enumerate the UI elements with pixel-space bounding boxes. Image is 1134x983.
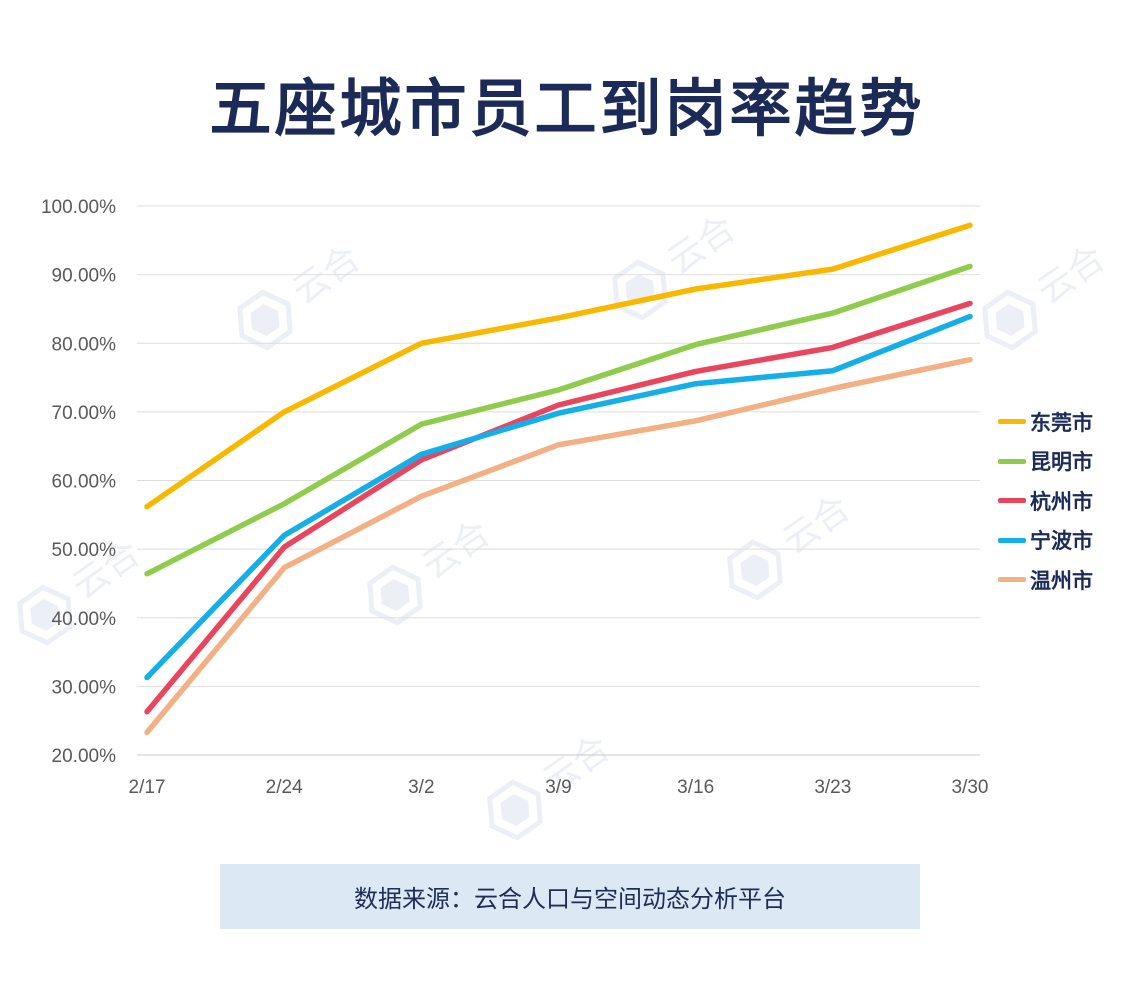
legend-label: 杭州市	[1030, 489, 1093, 514]
y-tick-label: 70.00%	[52, 403, 117, 424]
x-axis: 2/17 2/24 3/2 3/9 3/16 3/23 3/30	[129, 777, 989, 798]
legend-item: 杭州市	[998, 481, 1093, 521]
y-tick-label: 40.00%	[52, 609, 117, 630]
legend-swatch	[998, 498, 1026, 504]
watermark-text: 云合	[415, 513, 498, 588]
watermark: 云合	[367, 513, 498, 626]
legend-item: 东莞市	[998, 402, 1093, 442]
legend-label: 昆明市	[1030, 450, 1093, 475]
watermark: 云合	[727, 488, 858, 601]
x-tick-label: 2/17	[129, 777, 166, 798]
watermark: 云合	[982, 238, 1113, 351]
series-lines	[144, 222, 973, 736]
legend-swatch	[998, 458, 1026, 464]
x-tick-label: 3/2	[408, 777, 434, 798]
legend-label: 宁波市	[1030, 529, 1093, 554]
x-tick-label: 2/24	[266, 777, 303, 798]
legend-swatch	[998, 419, 1026, 425]
data-source-note: 数据来源：云合人口与空间动态分析平台	[220, 864, 920, 929]
series-line	[144, 356, 973, 736]
x-tick-label: 3/9	[545, 777, 571, 798]
watermark: 云合	[237, 238, 368, 351]
legend-item: 宁波市	[998, 521, 1093, 561]
legend-label: 温州市	[1030, 568, 1093, 593]
series-line	[144, 222, 973, 510]
legend-label: 东莞市	[1030, 410, 1093, 435]
y-tick-label: 30.00%	[52, 677, 117, 698]
y-tick-label: 20.00%	[52, 746, 117, 767]
y-tick-label: 80.00%	[52, 334, 117, 355]
grid-lines	[137, 205, 980, 756]
legend-item: 温州市	[998, 560, 1093, 600]
series-line	[144, 300, 973, 715]
watermark-text: 云合	[1030, 238, 1113, 313]
watermark-text: 云合	[285, 238, 368, 313]
watermark: 云合	[612, 208, 743, 321]
legend: 东莞市昆明市杭州市宁波市温州市	[998, 402, 1093, 600]
y-tick-label: 90.00%	[52, 266, 117, 287]
x-tick-label: 3/16	[677, 777, 714, 798]
series-line	[144, 313, 973, 681]
y-tick-label: 100.00%	[41, 197, 116, 218]
legend-swatch	[998, 577, 1026, 583]
x-tick-label: 3/23	[814, 777, 851, 798]
watermark-text: 云合	[660, 208, 743, 283]
series-line	[144, 263, 973, 577]
watermark-text: 云合	[775, 488, 858, 563]
y-tick-label: 60.00%	[52, 472, 117, 493]
x-tick-label: 3/30	[952, 777, 989, 798]
y-axis: 20.00% 30.00% 40.00% 50.00% 60.00% 70.00% 80.0…	[41, 197, 116, 767]
legend-swatch	[998, 537, 1026, 543]
chart-title: 五座城市员工到岗率趋势	[209, 72, 925, 145]
legend-item: 昆明市	[998, 442, 1093, 482]
y-tick-label: 50.00%	[52, 540, 117, 561]
